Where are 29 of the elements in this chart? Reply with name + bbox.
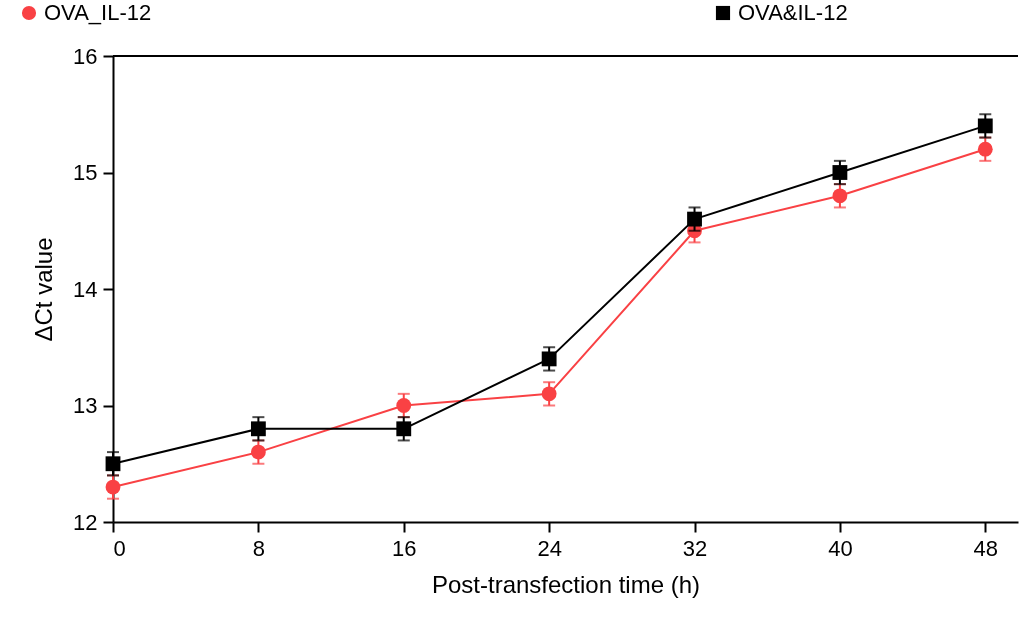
point [541, 351, 557, 367]
point [396, 421, 412, 437]
x-tick-label: 24 [537, 535, 562, 561]
point [396, 398, 412, 413]
x-tick-label: 8 [252, 535, 266, 561]
x-tick-label: 16 [392, 535, 417, 561]
point [541, 386, 557, 402]
y-tick-label: 14 [73, 276, 98, 302]
x-tick-label: 32 [682, 535, 708, 561]
y-tick-label: 12 [73, 509, 98, 535]
x-tick-label: 0 [113, 535, 126, 561]
y-axis-title: ΔCt value [30, 237, 58, 342]
x-tick-label: 40 [828, 535, 853, 561]
legend-label: OVA_IL-12 [44, 0, 152, 25]
point [977, 141, 993, 157]
point [105, 456, 121, 472]
legend-label: OVA&IL-12 [738, 0, 848, 25]
point [832, 188, 848, 204]
point [832, 165, 848, 180]
y-tick-label: 15 [73, 160, 98, 185]
x-tick-label: 48 [973, 535, 999, 561]
point [250, 421, 266, 437]
point [977, 118, 993, 134]
x-axis-title: Post-transfection time (h) [431, 570, 701, 598]
point [250, 444, 266, 460]
y-tick-label: 13 [73, 393, 98, 418]
y-tick-label: 16 [73, 43, 98, 69]
point [105, 479, 121, 495]
point [687, 211, 702, 227]
